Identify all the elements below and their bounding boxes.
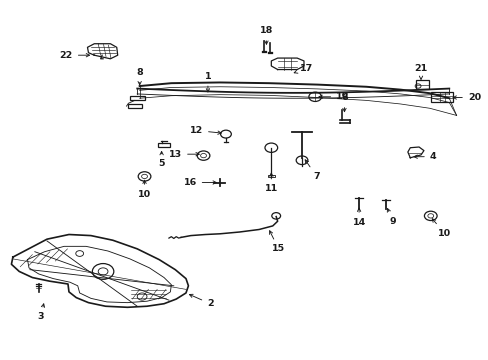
Text: 10: 10 bbox=[431, 219, 450, 238]
Text: 8: 8 bbox=[136, 68, 143, 85]
Text: 20: 20 bbox=[452, 93, 480, 102]
Text: 12: 12 bbox=[189, 126, 221, 135]
Text: 6: 6 bbox=[341, 93, 347, 112]
Text: 5: 5 bbox=[158, 152, 164, 168]
Text: 11: 11 bbox=[264, 173, 277, 193]
Text: 4: 4 bbox=[413, 152, 435, 161]
Text: 9: 9 bbox=[386, 208, 396, 226]
Text: 1: 1 bbox=[204, 72, 211, 92]
Text: 18: 18 bbox=[259, 26, 273, 44]
Text: 3: 3 bbox=[38, 304, 44, 321]
Text: 7: 7 bbox=[305, 160, 319, 181]
Text: 21: 21 bbox=[413, 64, 427, 80]
Text: 19: 19 bbox=[318, 92, 349, 101]
Text: 10: 10 bbox=[138, 180, 151, 199]
Text: 15: 15 bbox=[269, 231, 285, 253]
Text: 14: 14 bbox=[352, 208, 365, 227]
Text: 16: 16 bbox=[183, 178, 216, 187]
Text: 13: 13 bbox=[169, 150, 199, 159]
Text: 22: 22 bbox=[60, 51, 89, 60]
Text: 17: 17 bbox=[294, 64, 313, 73]
Text: 2: 2 bbox=[189, 294, 213, 308]
